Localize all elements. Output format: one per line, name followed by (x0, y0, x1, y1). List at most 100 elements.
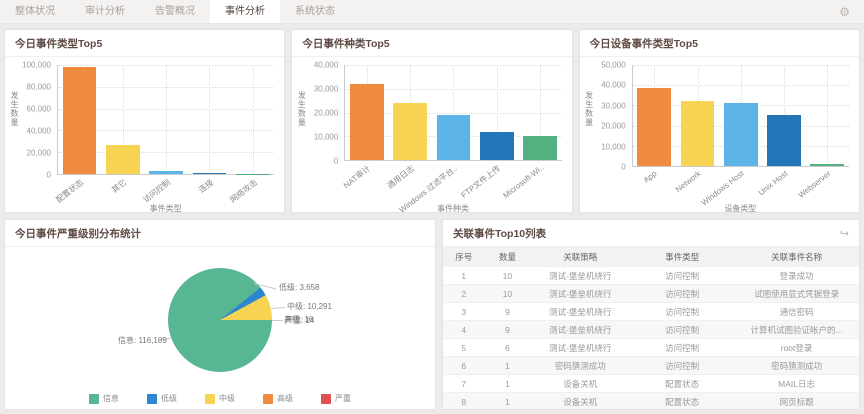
y-axis-ticks: 50,000 40,000 30,000 20,000 10,000 0 (596, 61, 632, 172)
table-row: 2 10 测试-堡垒机绕行 访问控制 试图使用显式凭据登录 (443, 284, 859, 303)
bar-chart-event-type: 发生数量 100,000 80,000 60,000 40,000 20,000 0 配置… (5, 57, 284, 212)
x-tick-label: Network (673, 169, 703, 195)
table-cell: 10 (484, 267, 531, 285)
legend-swatch (321, 393, 331, 404)
bar-连接 (192, 172, 227, 174)
panel-device-event-type-top5: 今日设备事件类型Top5 发生数量 50,000 40,000 30,000 20,0… (578, 29, 860, 213)
gridline (209, 65, 211, 174)
severity-pie (168, 268, 272, 372)
share-icon[interactable]: ↪ (839, 227, 849, 240)
table-cell: 9 (484, 320, 531, 339)
legend-swatch (263, 393, 273, 404)
table-cell: 1 (484, 356, 531, 375)
legend-label: 高级 (277, 394, 293, 403)
table-cell: 通信密码 (734, 302, 859, 321)
table-cell: 测试-堡垒机绕行 (530, 320, 631, 339)
panel-header: 关联事件Top10列表 ↪ (443, 220, 859, 247)
table-cell: 3 (443, 302, 485, 321)
x-axis-labels: 配置状态 其它 访问控制 连接 网络攻击 (54, 175, 274, 205)
bar-Webserver (810, 163, 845, 166)
bar-配置状态 (62, 66, 97, 174)
pie-label-info: 信息: 116,189 (118, 336, 167, 345)
panel-severity-distribution: 今日事件严重级别分布统计 信息: 116,189 低级: 3,658 中级: 1… (4, 219, 436, 410)
table-cell: 1 (443, 267, 485, 285)
table-cell: 访问控制 (630, 356, 735, 375)
table-cell: 访问控制 (630, 284, 735, 303)
gear-icon[interactable]: ⚙ (839, 5, 850, 19)
pie-chart-area: 信息: 116,189 低级: 3,658 中级: 10,291 高级: 16 … (5, 247, 435, 409)
bottom-row: 今日事件严重级别分布统计 信息: 116,189 低级: 3,658 中级: 1… (4, 219, 860, 410)
x-axis-labels: App Network Windows Host Unix Host Webserver (632, 167, 849, 208)
legend-label: 严重 (335, 394, 351, 403)
y-tick: 20,000 (313, 108, 339, 118)
pie-label-severe: 严重: 14 (285, 316, 315, 325)
table-cell: 9 (484, 302, 531, 321)
legend-item-严重[interactable]: 严重 (321, 393, 351, 404)
table-cell: 试图使用显式凭据登录 (734, 284, 859, 303)
table-cell: 测试-堡垒机绕行 (530, 267, 631, 285)
tab-system-status[interactable]: 系统状态 (295, 6, 335, 17)
legend-item-信息[interactable]: 信息 (89, 393, 119, 404)
table-cell: 配置状态 (630, 392, 735, 409)
bar-chart-event-kind: 发生数量 40,000 30,000 20,000 10,000 0 NAT审计 通用日志… (292, 57, 571, 212)
tab-event-analysis[interactable]: 事件分析 (210, 0, 280, 23)
bar-通用日志 (393, 102, 428, 160)
panel-title: 今日事件类型Top5 (5, 30, 285, 57)
y-axis-label: 发生数量 (584, 91, 594, 127)
tab-alert-overview[interactable]: 告警概况 (155, 6, 195, 17)
y-tick: 30,000 (313, 84, 339, 94)
legend-item-低级[interactable]: 低级 (147, 393, 177, 404)
x-tick-label: 连接 (197, 177, 216, 195)
panel-title: 关联事件Top10列表 (453, 228, 547, 240)
legend-item-高级[interactable]: 高级 (263, 393, 293, 404)
x-tick-label: NAT审计 (341, 163, 373, 191)
dashboard-body: 今日事件类型Top5 发生数量 100,000 80,000 60,000 40,00… (0, 24, 864, 414)
plot-area (631, 65, 849, 167)
table-column-header: 序号 (443, 247, 485, 267)
tab-overall-status[interactable]: 整体状况 (15, 6, 55, 17)
top-charts-row: 今日事件类型Top5 发生数量 100,000 80,000 60,000 40,00… (4, 29, 860, 213)
table-column-header: 关联策略 (530, 247, 631, 267)
table-cell: 设备关机 (530, 374, 631, 393)
table-cell: 测试-堡垒机绕行 (530, 284, 631, 303)
x-tick-label: Microsoft-Wi.. (501, 163, 546, 201)
legend-swatch (89, 393, 99, 404)
table-column-header: 关联事件名称 (734, 247, 859, 267)
x-tick-label: 配置状态 (54, 177, 85, 205)
x-axis-labels: NAT审计 通用日志 Windows 过滤平台.. FTP文件上传 Microsoft-… (341, 161, 561, 212)
table-cell: 测试-堡垒机绕行 (530, 338, 631, 357)
panel-title: 今日事件种类Top5 (292, 30, 572, 57)
x-tick-label: 访问控制 (141, 177, 172, 205)
plot-area (344, 65, 562, 161)
bar-App (637, 87, 672, 166)
gridline (827, 65, 829, 166)
x-tick-label: App (642, 169, 659, 185)
table-cell: 6 (484, 338, 531, 357)
gridline (166, 65, 168, 174)
x-tick-label: Unix Host (756, 169, 790, 198)
legend-item-中级[interactable]: 中级 (205, 393, 235, 404)
gridline (122, 65, 124, 174)
table-body: 1 10 测试-堡垒机绕行 访问控制 登录成功 2 10 测试-堡垒机绕行 访问控制 试图使用显式… (443, 267, 859, 409)
x-axis-title: 设备类型 (724, 204, 757, 213)
label-line-high (272, 320, 283, 321)
gridline (496, 65, 498, 160)
table-cell: 6 (443, 356, 485, 375)
pie-legend: 信息 低级 中级 高级 严重 (5, 393, 435, 404)
table-cell: 4 (443, 320, 485, 339)
panel-title: 今日事件严重级别分布统计 (5, 220, 435, 247)
y-axis-label: 发生数量 (10, 91, 19, 127)
x-tick-label: Windows Host (700, 169, 746, 208)
y-tick: 0 (621, 162, 626, 172)
tab-audit-analysis[interactable]: 审计分析 (85, 6, 125, 17)
x-tick-label: FTP文件上传 (459, 163, 503, 200)
table-cell: 密码猜测成功 (530, 356, 631, 375)
pie-label-high: 高级: 16 (284, 315, 314, 324)
x-tick-label: 其它 (110, 177, 129, 195)
table-header-row: 序号 数量 关联策略 事件类型 关联事件名称 (443, 247, 859, 267)
table-cell: 1 (484, 392, 531, 409)
table-cell: 1 (484, 374, 531, 393)
gridline (252, 65, 254, 174)
y-tick: 40,000 (26, 126, 51, 136)
